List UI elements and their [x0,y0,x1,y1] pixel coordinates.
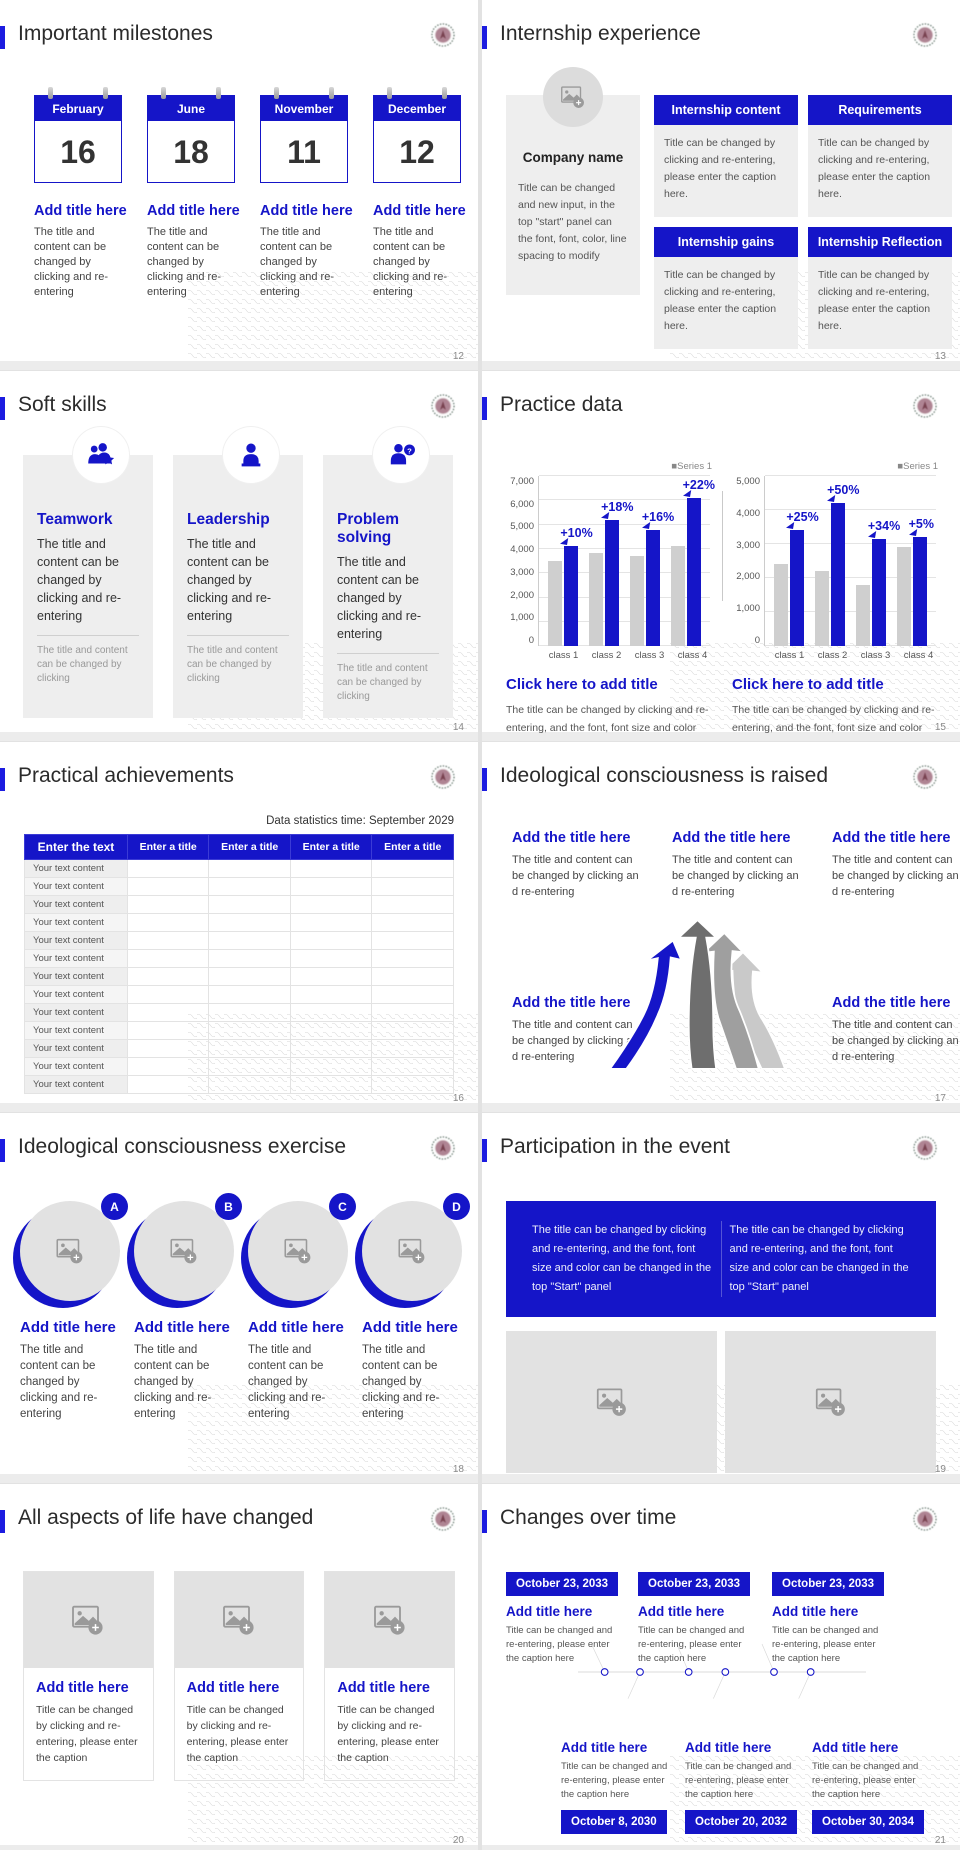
svg-text:?: ? [407,446,412,455]
